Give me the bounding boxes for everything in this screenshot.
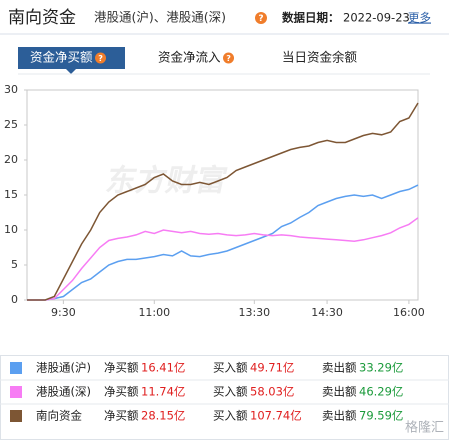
- sell-value: 79.59亿: [359, 409, 403, 423]
- buy-label: 买入额: [213, 409, 248, 423]
- y-tick-label: 30: [4, 83, 18, 96]
- date-label: 数据日期：: [282, 11, 340, 25]
- x-tick-label: 16:00: [393, 306, 425, 319]
- net-label: 净买额: [104, 385, 139, 399]
- help-icon-text: ?: [258, 14, 263, 24]
- more-link[interactable]: 更多: [408, 11, 431, 25]
- title: 南向资金: [8, 8, 76, 28]
- date: 2022-09-23: [343, 11, 410, 25]
- table-frame: [0, 355, 449, 440]
- net-value: 11.74亿: [141, 385, 185, 399]
- help-icon-text: ?: [226, 54, 231, 63]
- x-tick-label: 9:30: [51, 306, 76, 319]
- legend-name: 港股通(沪): [36, 361, 91, 375]
- y-tick-label: 0: [11, 293, 18, 306]
- x-tick-label: 11:00: [138, 306, 170, 319]
- net-label: 净买额: [104, 409, 139, 423]
- series-line: [27, 217, 419, 301]
- buy-value: 107.74亿: [250, 409, 302, 423]
- series-line: [27, 102, 419, 301]
- help-icon[interactable]: [95, 52, 107, 64]
- legend-name: 港股通(深): [36, 385, 91, 399]
- help-icon[interactable]: [255, 12, 267, 24]
- help-icon[interactable]: [223, 52, 235, 64]
- legend-name: 南向资金: [36, 409, 82, 423]
- buy-label: 买入额: [213, 385, 248, 399]
- net-value: 28.15亿: [141, 409, 185, 423]
- y-tick-label: 25: [4, 118, 18, 131]
- sell-label: 卖出额: [322, 385, 357, 399]
- help-icon-text: ?: [98, 54, 103, 63]
- tab-label[interactable]: 资金净买额: [30, 50, 93, 65]
- y-tick-label: 5: [11, 258, 18, 271]
- sell-label: 卖出额: [322, 361, 357, 375]
- active-tab[interactable]: [18, 47, 125, 69]
- x-tick-label: 13:30: [238, 306, 270, 319]
- legend-swatch: [10, 386, 22, 398]
- buy-value: 49.71亿: [250, 361, 294, 375]
- legend-swatch: [10, 410, 22, 422]
- subtitle: 港股通(沪)、港股通(深): [94, 10, 226, 25]
- tab-label[interactable]: 当日资金余额: [282, 50, 358, 65]
- tab-pointer: [66, 69, 76, 74]
- series-line: [27, 184, 419, 301]
- y-tick-label: 20: [4, 153, 18, 166]
- net-label: 净买额: [104, 361, 139, 375]
- buy-label: 买入额: [213, 361, 248, 375]
- footer-watermark: 格隆汇: [405, 420, 444, 436]
- y-tick-label: 10: [4, 223, 18, 236]
- tab-label[interactable]: 资金净流入: [158, 50, 221, 65]
- y-tick-label: 15: [4, 188, 18, 201]
- legend-swatch: [10, 362, 22, 374]
- sell-value: 33.29亿: [359, 361, 403, 375]
- sell-label: 卖出额: [322, 409, 357, 423]
- buy-value: 58.03亿: [250, 385, 294, 399]
- x-tick-label: 14:30: [311, 306, 343, 319]
- net-value: 16.41亿: [141, 361, 185, 375]
- sell-value: 46.29亿: [359, 385, 403, 399]
